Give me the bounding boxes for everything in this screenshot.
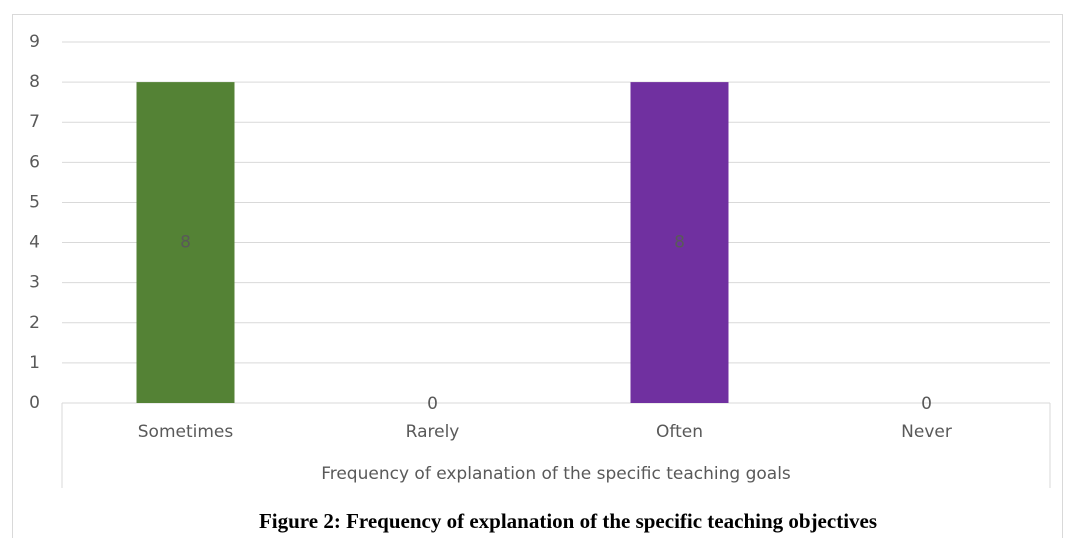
y-tick-label: 4: [29, 233, 40, 253]
chart-border: [12, 14, 1063, 538]
x-tick-label: Rarely: [406, 422, 460, 442]
y-tick-label: 1: [29, 353, 40, 373]
data-label: 8: [674, 233, 685, 253]
x-axis-title: Frequency of explanation of the specific…: [321, 464, 791, 484]
bar: [630, 82, 729, 403]
bar: [136, 82, 235, 403]
y-tick-label: 0: [29, 393, 40, 413]
data-label: 0: [427, 394, 438, 414]
y-tick-label: 2: [29, 313, 40, 333]
y-tick-label: 6: [29, 152, 40, 172]
x-tick-label: Never: [901, 422, 952, 442]
y-tick-label: 5: [29, 192, 40, 212]
figure-caption: Figure 2: Frequency of explanation of th…: [259, 509, 877, 533]
data-label: 8: [180, 233, 191, 253]
x-tick-label: Often: [656, 422, 703, 442]
x-tick-label: Sometimes: [138, 422, 234, 442]
y-tick-label: 7: [29, 112, 40, 132]
y-tick-label: 9: [29, 32, 40, 52]
y-tick-label: 8: [29, 72, 40, 92]
data-label: 0: [921, 394, 932, 414]
y-tick-label: 3: [29, 273, 40, 293]
